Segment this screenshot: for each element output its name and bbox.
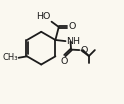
Text: O: O <box>60 56 68 66</box>
Text: O: O <box>68 22 76 32</box>
Text: NH: NH <box>66 37 80 46</box>
Text: O: O <box>80 46 88 55</box>
Text: HO: HO <box>36 12 51 21</box>
Text: CH₃: CH₃ <box>2 53 18 62</box>
